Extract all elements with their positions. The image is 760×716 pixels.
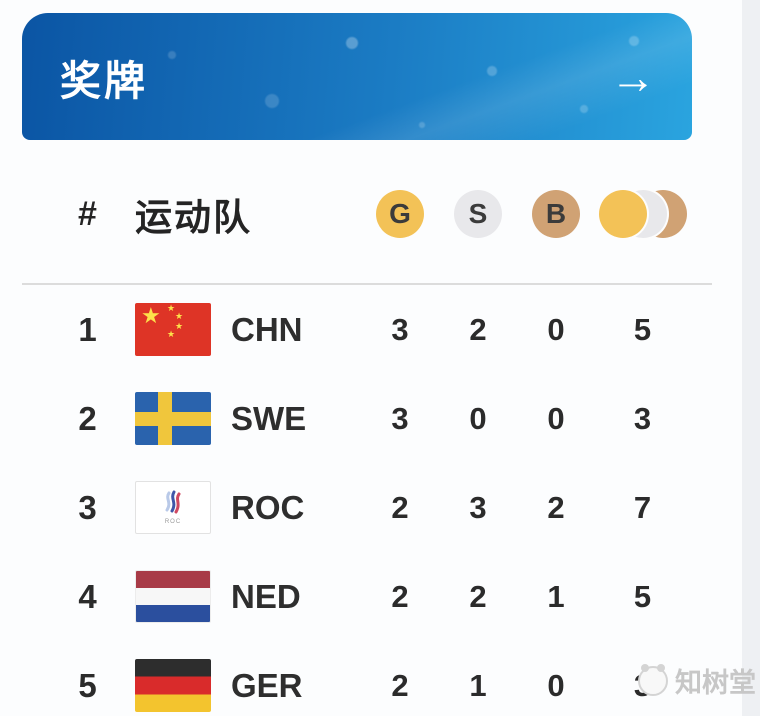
stacked-gold-circle — [598, 190, 647, 238]
rank-value: 3 — [78, 488, 97, 526]
medal-table-rows: 1 ★ ★ ★ ★ ★ CHN 3 2 0 5 2 SWE 3 0 0 3 — [40, 285, 712, 716]
table-row-swe[interactable]: 2 SWE 3 0 0 3 — [40, 374, 712, 463]
page-edge-strip — [742, 0, 760, 716]
total-count: 7 — [633, 489, 652, 525]
table-row-chn[interactable]: 1 ★ ★ ★ ★ ★ CHN 3 2 0 5 — [40, 285, 712, 374]
roc-flame-icon — [165, 490, 181, 514]
gold-count: 2 — [391, 489, 409, 525]
total-count: 5 — [633, 578, 652, 614]
total-count: 5 — [633, 311, 652, 347]
rank-value: 1 — [78, 310, 97, 348]
header-divider — [22, 283, 712, 285]
table-row-ned[interactable]: 4 NED 2 2 1 5 — [40, 552, 712, 641]
roc-flag-label: ROC — [164, 519, 182, 525]
silver-count: 2 — [469, 578, 487, 614]
gold-medal-icon: G — [376, 190, 424, 238]
watermark: 知树堂 — [638, 661, 756, 700]
medals-banner[interactable]: 奖牌 → — [22, 13, 692, 140]
rank-column-header: # — [78, 194, 97, 233]
team-cell: ★ ★ ★ ★ ★ CHN — [135, 303, 361, 356]
gold-count: 2 — [391, 578, 409, 614]
team-cell: GER — [135, 659, 361, 712]
bronze-count: 2 — [547, 489, 565, 525]
team-code: CHN — [231, 310, 303, 348]
rank-value: 4 — [78, 577, 97, 615]
team-cell: NED — [135, 570, 361, 623]
gold-count: 2 — [391, 667, 409, 703]
medal-table-header: # 运动队 G S B — [40, 178, 712, 250]
silver-count: 1 — [469, 667, 487, 703]
table-row-roc[interactable]: 3 ROC ROC 2 3 2 7 — [40, 463, 712, 552]
arrow-right-icon[interactable]: → — [610, 50, 656, 103]
team-code: NED — [231, 577, 301, 615]
team-code: ROC — [231, 488, 305, 526]
netherlands-flag — [135, 570, 211, 623]
team-column-header: 运动队 — [135, 197, 252, 238]
silver-count: 3 — [469, 489, 487, 525]
gold-count: 3 — [391, 311, 409, 347]
bronze-count: 0 — [547, 667, 565, 703]
team-code: SWE — [231, 399, 307, 437]
watermark-logo-icon — [638, 663, 668, 696]
banner-title: 奖牌 — [60, 57, 148, 104]
gold-count: 3 — [391, 400, 409, 436]
bronze-count: 0 — [547, 311, 565, 347]
rank-value: 2 — [78, 399, 97, 437]
roc-flag: ROC — [135, 481, 211, 534]
bronze-medal-icon: B — [532, 190, 580, 238]
china-flag: ★ ★ ★ ★ ★ — [135, 303, 211, 356]
sweden-flag — [135, 392, 211, 445]
total-count: 3 — [633, 400, 652, 436]
silver-count: 0 — [469, 400, 487, 436]
watermark-text: 知树堂 — [675, 668, 756, 698]
silver-count: 2 — [469, 311, 487, 347]
germany-flag — [135, 659, 211, 712]
stacked-medals-icon — [598, 189, 687, 239]
rank-value: 5 — [78, 666, 97, 704]
team-cell: SWE — [135, 392, 361, 445]
bronze-count: 1 — [547, 578, 565, 614]
table-row-ger[interactable]: 5 GER 2 1 0 3 — [40, 641, 712, 716]
team-code: GER — [231, 666, 303, 704]
team-cell: ROC ROC — [135, 481, 361, 534]
bronze-count: 0 — [547, 400, 565, 436]
silver-medal-icon: S — [454, 190, 502, 238]
